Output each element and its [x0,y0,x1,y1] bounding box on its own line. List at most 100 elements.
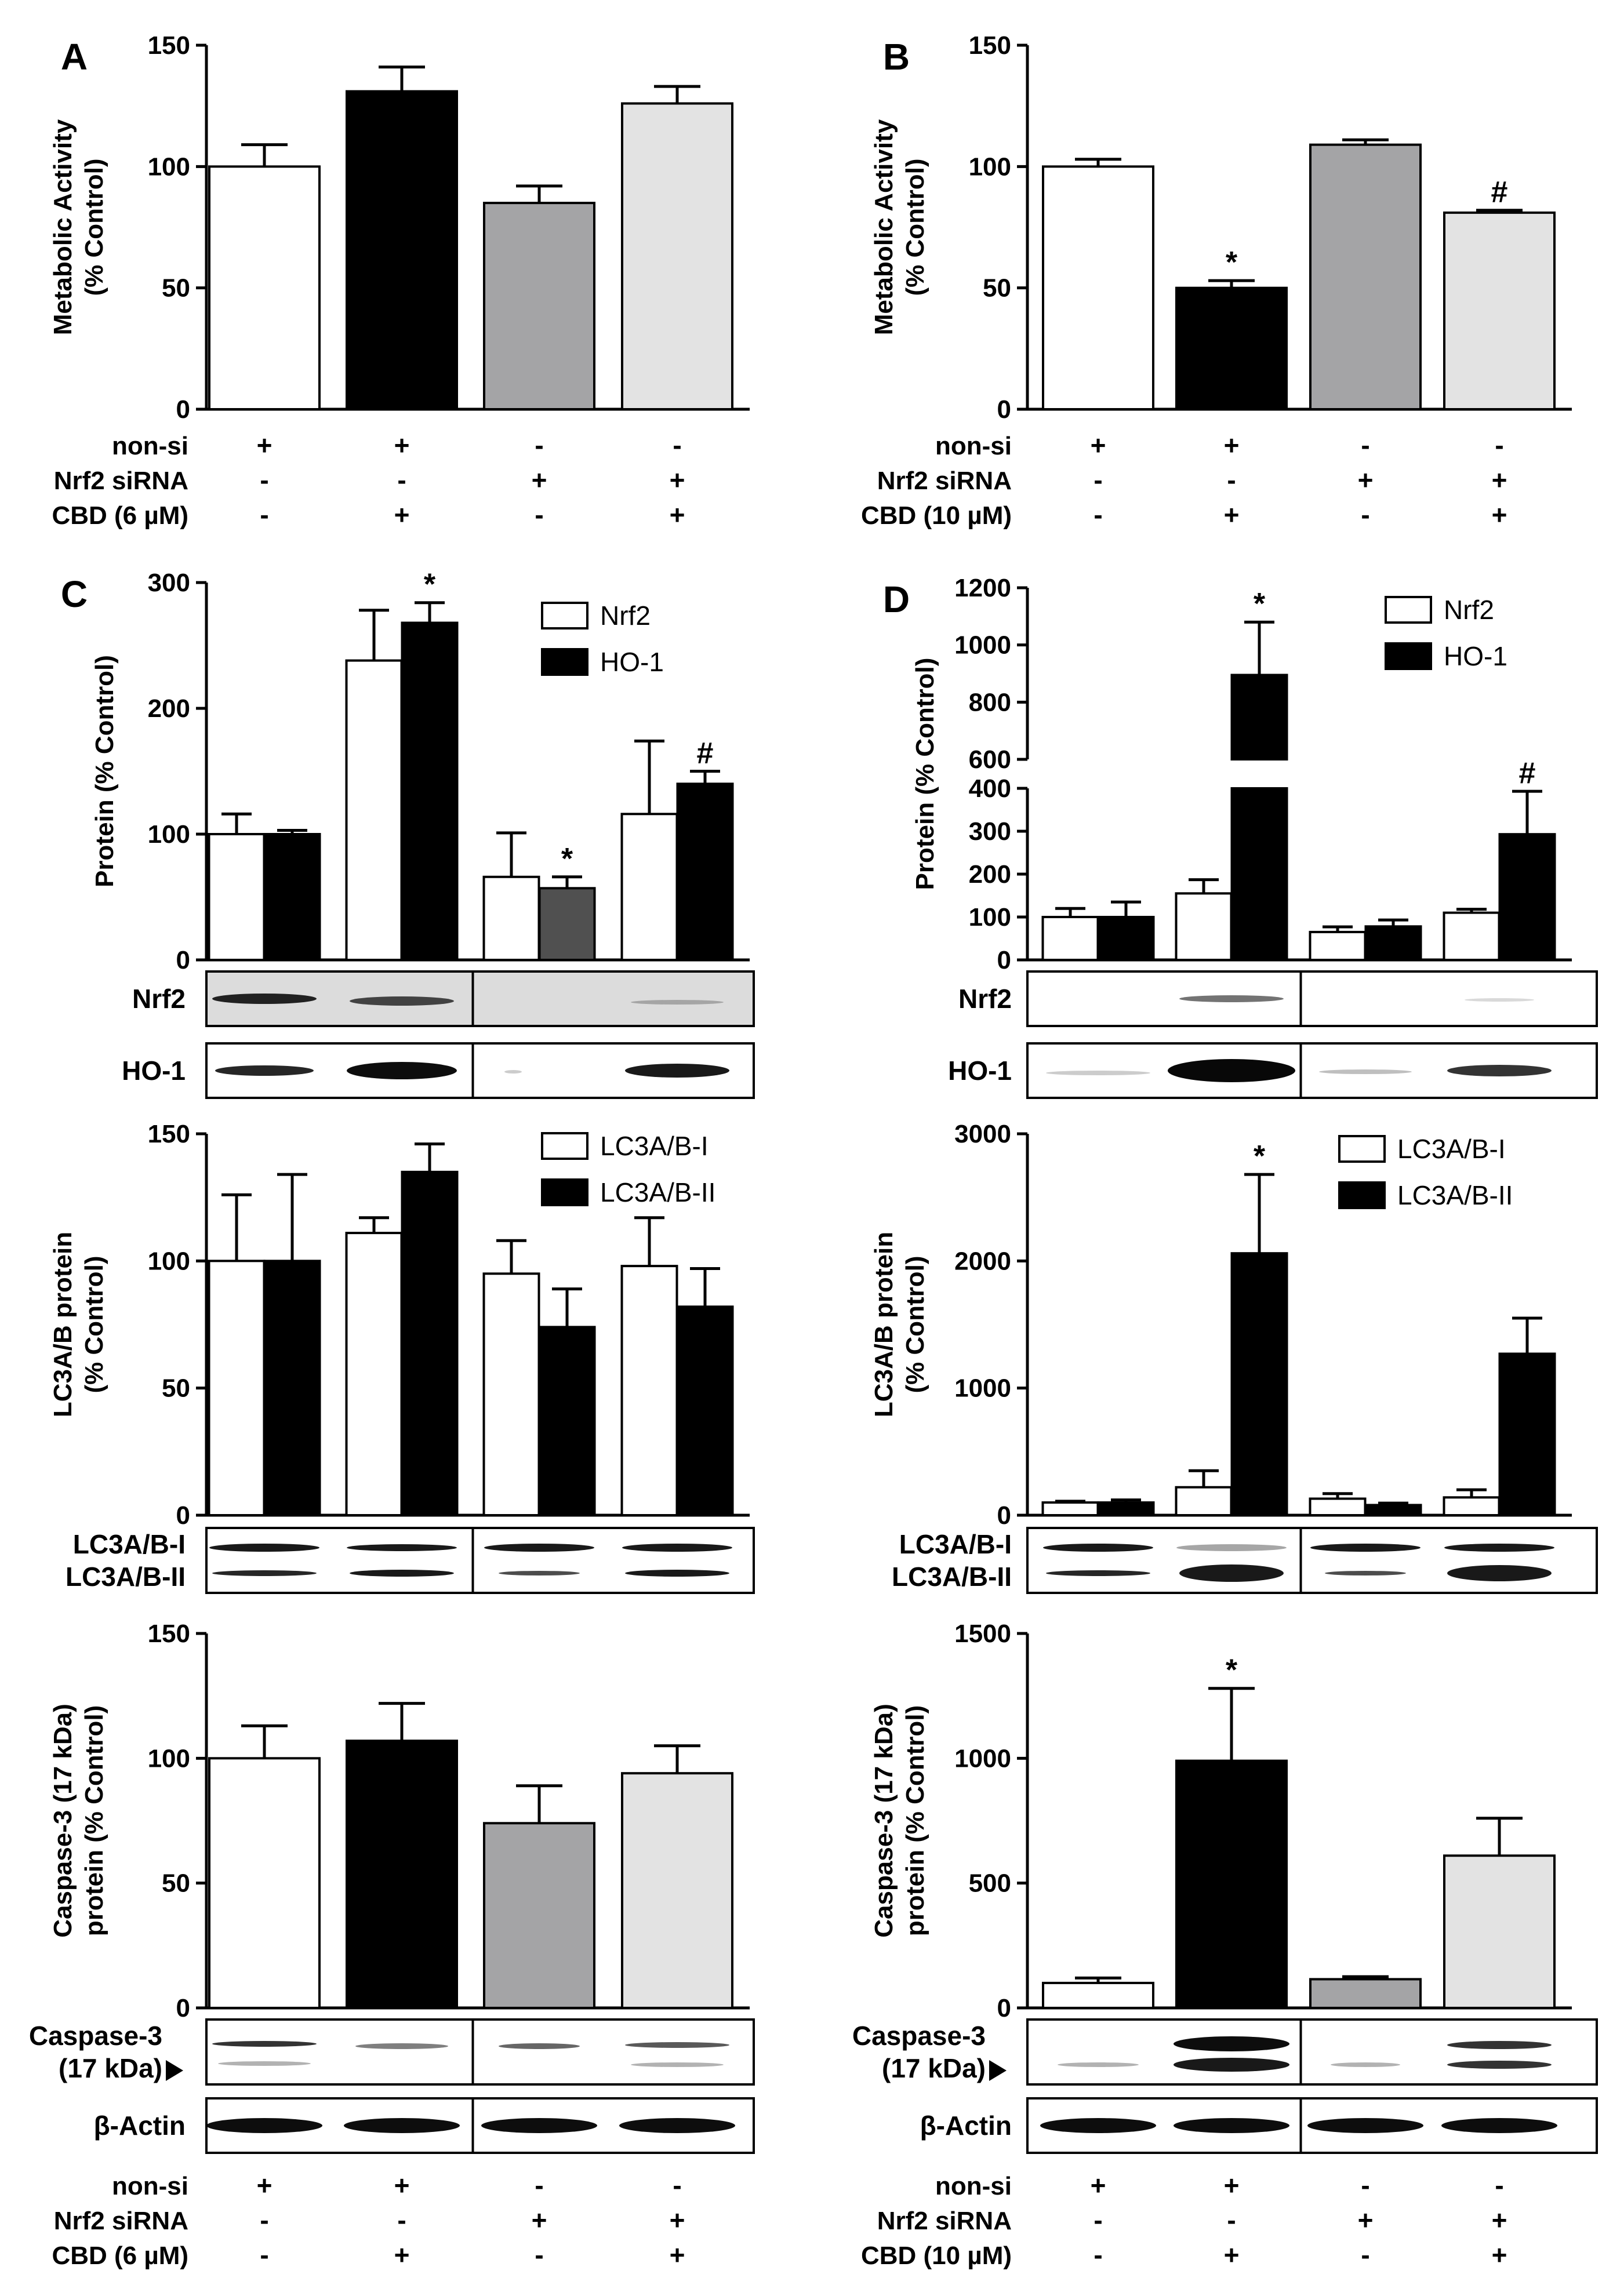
blot-band [1168,1059,1295,1082]
treatment-sign: + [1224,2170,1240,2200]
treatment-sign: + [1492,500,1507,530]
treatment-label: Nrf2 siRNA [54,467,188,495]
legend-swatch [1385,596,1432,624]
blot-band [215,1065,314,1076]
treatment-sign: - [260,2205,268,2235]
significance-mark: * [424,568,436,602]
treatment-sign: - [260,500,268,530]
y-tick-label: 2000 [954,1247,1011,1275]
treatment-sign: + [1358,2205,1374,2235]
y-tick-label: 0 [176,395,190,424]
blot-label: (17 kDa) [882,2053,986,2083]
blot-label: Nrf2 [132,984,186,1014]
significance-mark: # [1491,176,1508,209]
blot-frame [1026,2018,1598,2086]
panel-letter-D: D [883,578,910,620]
treatment-label: non-si [935,432,1012,460]
blot-band [344,2118,460,2133]
blot-band [350,996,454,1006]
treatment-sign: - [673,2170,681,2200]
blot-band [1465,998,1534,1002]
treatment-sign: + [394,430,410,460]
treatment-sign: - [1227,2205,1236,2235]
treatment-sign: - [535,2170,543,2200]
legend-label: HO-1 [600,647,664,677]
blot-band [212,1570,317,1576]
blot-frame [205,2018,755,2086]
treatment-sign: - [397,2205,406,2235]
treatment-sign: + [670,465,685,495]
blot-band [1058,2062,1139,2067]
bar [1042,1981,1154,2010]
bar [1443,1854,1556,2009]
blot-band [206,2118,322,2133]
treatment-sign: - [1361,430,1369,460]
treatment-label: CBD (6 µM) [52,501,188,530]
legend-label: HO-1 [1444,641,1507,671]
legend-label: LC3A/B-I [1397,1134,1506,1164]
y-axis-label: (% Control) [80,158,108,296]
blot-band [622,1544,732,1552]
blot-band [1310,1544,1421,1552]
legend-swatch [541,1132,588,1160]
significance-mark: * [1226,1654,1238,1687]
blot-band [1176,1544,1287,1551]
treatment-sign: - [1495,430,1503,460]
blot-band [1325,1571,1406,1575]
treatment-sign: - [535,2240,543,2270]
y-axis-label: Caspase-3 (17 kDa) [870,1704,898,1938]
treatment-label: CBD (10 µM) [861,501,1012,530]
y-tick-label: 200 [148,694,190,723]
legend-label: Nrf2 [600,601,651,631]
bar [1443,1496,1501,1516]
bar [482,1272,540,1516]
bar [346,90,458,410]
panel-letter-C: C [61,573,88,615]
blot-band [1040,2118,1156,2133]
bar [1309,1978,1422,2010]
blot-band [625,1570,729,1577]
treatment-sign: + [1358,465,1374,495]
y-tick-label: 800 [969,688,1011,716]
y-axis-label: (% Control) [901,1256,929,1393]
blot-band [1046,1071,1150,1075]
blot-band [350,1570,454,1577]
y-axis-label: LC3A/B protein [870,1232,898,1417]
panel-letter-B: B [883,36,910,78]
blot-band [1307,2118,1423,2133]
treatment-sign: + [532,465,547,495]
legend-label: LC3A/B-II [1397,1180,1513,1210]
blot-band [218,2061,311,2066]
y-tick-label: 50 [983,274,1011,303]
treatment-sign: + [670,2240,685,2270]
blot-label: Caspase-3 [29,2021,162,2051]
bar [345,659,403,962]
treatment-sign: + [1492,2205,1507,2235]
y-tick-label: 200 [969,860,1011,889]
y-tick-label: 50 [162,1374,190,1403]
blot-label: LC3A/B-II [892,1562,1012,1592]
blot-band [1046,1570,1150,1576]
y-tick-label: 300 [148,569,190,597]
y-axis-label: Caspase-3 (17 kDa) [49,1704,77,1938]
bar [208,1260,266,1516]
blot-band [212,994,317,1004]
treatment-label: non-si [935,2172,1012,2200]
blot-band [1319,1069,1412,1074]
treatment-sign: - [535,500,543,530]
blot-label: LC3A/B-II [66,1562,186,1592]
treatment-sign: - [1361,2240,1369,2270]
blot-band [1174,2118,1289,2133]
blot-band [347,1544,457,1551]
treatment-sign: + [532,2205,547,2235]
y-tick-label: 300 [969,817,1011,846]
bar [263,1260,321,1516]
bar [538,1326,596,1517]
treatment-label: Nrf2 siRNA [877,467,1012,495]
treatment-label: Nrf2 siRNA [54,2207,188,2235]
bar [401,621,459,961]
bar [676,1305,734,1516]
blot-band [1174,2036,1289,2051]
y-tick-label: 400 [969,774,1011,803]
bar [1309,930,1367,962]
